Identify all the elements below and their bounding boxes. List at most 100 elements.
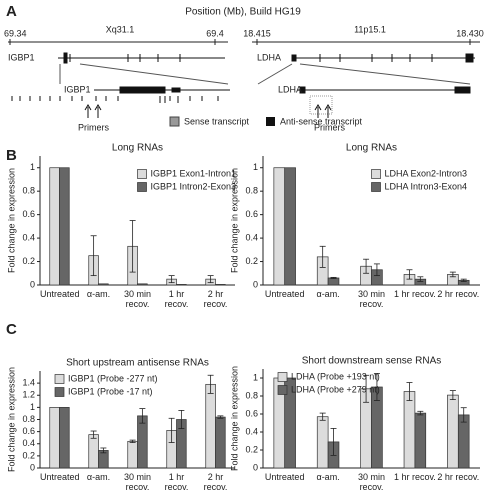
bar	[137, 415, 148, 469]
y-tick-label: 1.4	[22, 378, 35, 388]
y-tick-label: 0.6	[22, 426, 35, 436]
x-tick-label: 1 hr recov.	[393, 472, 436, 482]
bar	[284, 377, 296, 469]
x-tick-frame: 1 hr recov.	[393, 472, 436, 482]
legend-swatch	[169, 116, 180, 127]
error-bar	[460, 278, 467, 282]
x-tick-label: α-am.	[316, 289, 340, 299]
band-label: Xq31.1	[106, 24, 135, 34]
legend-swatch	[137, 182, 147, 192]
x-tick-frame: 30 min recov.	[358, 472, 385, 492]
bar	[284, 167, 296, 286]
bar	[98, 283, 109, 286]
legend-label: IGBP1 Exon1-Intron1	[151, 168, 237, 178]
error-bar	[373, 263, 380, 277]
legend-label: IGBP1 (Probe -17 nt)	[68, 386, 153, 396]
panel-title: Position (Mb), Build HG19	[185, 7, 301, 18]
legend-swatch	[371, 182, 381, 192]
legend-label: Anti-sense transcript	[280, 116, 363, 126]
x-tick-label: 2 hr recov.	[437, 289, 480, 299]
error-bar	[129, 439, 136, 443]
x-tick-label: 2 hr recov.	[203, 289, 228, 309]
x-tick-frame: α-am.	[316, 472, 339, 482]
chart-title: Long RNAs	[346, 143, 397, 154]
primers-label: Primers	[78, 122, 109, 132]
y-tick-label: 0.8	[22, 414, 35, 424]
x-tick-frame: Untreated	[40, 289, 79, 299]
y-tick-label: 0	[253, 462, 258, 472]
bar	[414, 412, 427, 469]
x-tick-frame: α-am.	[87, 472, 110, 482]
y-tick-label: 0.2	[22, 450, 35, 460]
gene-track	[58, 52, 230, 94]
error-bar	[207, 275, 214, 284]
gene-track	[257, 53, 475, 118]
bar	[49, 167, 60, 286]
legend-label: LDHA Exon2-Intron3	[385, 168, 468, 178]
y-tick-label: 0.6	[245, 408, 258, 418]
y-tick-label: 1	[253, 372, 258, 382]
legend-label: IGBP1 Intron2-Exon3	[151, 181, 237, 191]
bar	[447, 394, 459, 469]
position-axis	[8, 39, 480, 45]
x-tick-label: 1 hr recov.	[393, 289, 436, 299]
x-tick-label: 2 hr recov.	[203, 472, 228, 492]
bar	[59, 407, 70, 469]
x-tick-label: 1 hr recov.	[164, 289, 189, 309]
bar	[176, 284, 187, 286]
panel-label: B	[6, 147, 17, 164]
y-tick-label: 0.4	[245, 232, 258, 242]
y-tick-label: 0.4	[22, 438, 35, 448]
x-tick-label: 1 hr recov.	[164, 472, 189, 492]
bar	[403, 391, 416, 469]
bar	[88, 434, 99, 469]
error-bar	[207, 374, 214, 394]
probe-marks	[11, 96, 219, 118]
error-bar	[129, 220, 136, 273]
bar	[215, 284, 226, 286]
y-tick-label: 0.6	[245, 209, 258, 219]
error-bar	[363, 374, 370, 403]
chart-title: Short downstream sense RNAs	[302, 356, 442, 367]
x-tick-frame: 30 min recov.	[123, 472, 151, 492]
x-tick-label: Untreated	[264, 472, 305, 482]
y-tick-label: 0.2	[245, 256, 258, 266]
legend-swatch	[277, 385, 288, 395]
x-tick-label: Untreated	[40, 472, 79, 482]
x-tick-frame: Untreated	[265, 289, 305, 299]
y-tick-label: 0.8	[22, 186, 35, 196]
y-tick-label: 0	[30, 462, 35, 472]
x-tick-label: 30 min recov.	[123, 472, 151, 492]
bar	[127, 440, 138, 469]
error-bar	[449, 271, 456, 278]
error-bar	[319, 412, 326, 421]
error-bar	[168, 275, 175, 284]
legend-label: LDHA Intron3-Exon4	[385, 181, 468, 191]
bar	[59, 167, 70, 286]
legend-label: Sense transcript	[184, 116, 250, 126]
x-tick-frame: 2 hr recov.	[437, 289, 480, 299]
error-bar	[319, 245, 326, 268]
x-tick-label: 30 min recov.	[123, 289, 151, 309]
y-tick-label: 0	[30, 279, 35, 289]
gene-label: IGBP1	[8, 52, 35, 62]
tick-label: 69.34	[4, 28, 27, 38]
legend-swatch	[371, 169, 381, 179]
error-bar	[178, 410, 185, 429]
y-tick-label: 0.2	[22, 256, 35, 266]
error-bar	[217, 415, 224, 419]
panel-label: A	[6, 3, 17, 20]
legend-label: LDHA (Probe +193 nt)	[291, 371, 380, 381]
primers-label: Primers	[314, 122, 345, 132]
error-bar	[330, 276, 337, 279]
bar	[316, 416, 329, 469]
y-tick-label: 0.6	[22, 209, 35, 219]
bar	[273, 167, 286, 286]
tick-label: 18.430	[456, 28, 484, 38]
x-tick-frame: Untreated	[264, 472, 305, 482]
x-tick-label: 2 hr recov.	[437, 472, 480, 482]
y-axis-label: Fold change in expression	[229, 366, 239, 471]
legend-label: LDHA (Probe +279 nt)	[291, 384, 380, 394]
error-bar	[330, 427, 337, 456]
